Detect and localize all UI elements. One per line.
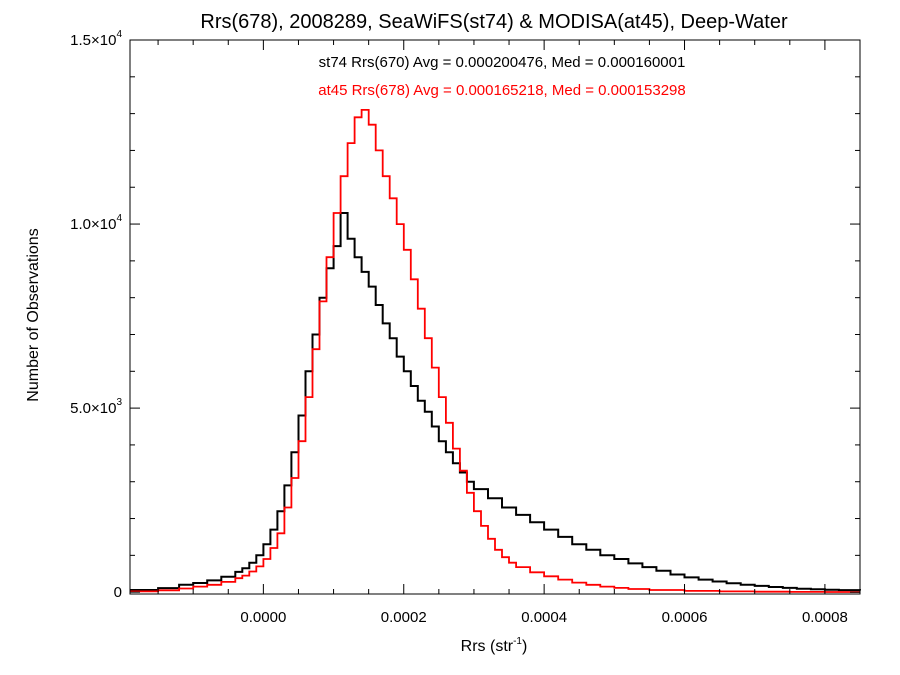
y-tick-label: 5.0×103 <box>70 397 122 417</box>
y-axis-label: Number of Observations <box>25 228 42 401</box>
annotation-at45: at45 Rrs(678) Avg = 0.000165218, Med = 0… <box>318 82 686 99</box>
y-tick-label: 1.0×104 <box>70 213 122 233</box>
x-tick-label: 0.0000 <box>240 609 286 626</box>
x-tick-label: 0.0002 <box>381 609 427 626</box>
plot-frame <box>129 39 861 595</box>
histogram-series-st74 <box>130 212 861 592</box>
plot-area: 0.0000 0.0002 0.0004 0.0006 0.0008 0 5.0×103 1.… <box>70 29 861 626</box>
histogram-series-at45 <box>130 109 860 593</box>
y-tick-label: 1.5×104 <box>70 29 122 49</box>
x-tick-label: 0.0004 <box>521 609 567 626</box>
annotation-st74: st74 Rrs(670) Avg = 0.000200476, Med = 0… <box>319 54 686 71</box>
x-axis-label: Rrs (str-1) <box>461 636 528 655</box>
x-tick-label: 0.0006 <box>662 609 708 626</box>
x-tick-label: 0.0008 <box>802 609 848 626</box>
chart-title: Rrs(678), 2008289, SeaWiFS(st74) & MODIS… <box>200 11 788 33</box>
y-tick-label: 0 <box>114 584 122 601</box>
